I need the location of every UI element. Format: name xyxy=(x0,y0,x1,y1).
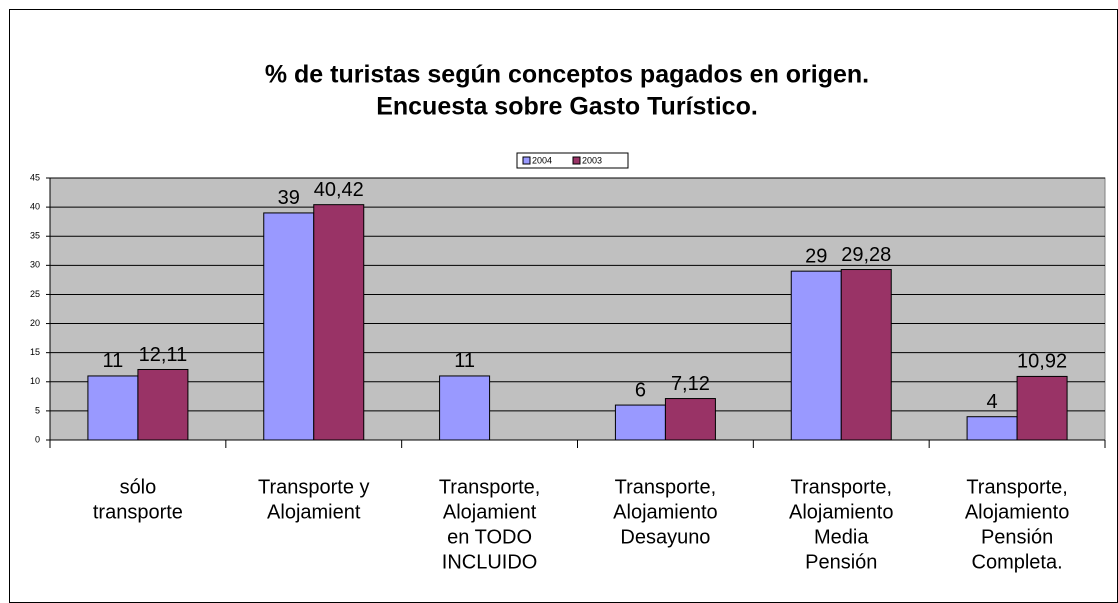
data-label: 39 xyxy=(278,187,300,209)
y-tick-label: 25 xyxy=(30,289,40,299)
x-tick-label: Alojamient xyxy=(443,501,537,523)
x-tick-label: Media xyxy=(814,526,869,548)
x-tick-label: Desayuno xyxy=(620,526,710,548)
y-tick-label: 0 xyxy=(35,434,40,444)
data-label: 29,28 xyxy=(841,244,891,266)
y-tick-label: 15 xyxy=(30,347,40,357)
data-label: 29 xyxy=(805,245,827,267)
x-tick-label: Pensión xyxy=(805,551,877,573)
legend-label: 2003 xyxy=(582,155,602,165)
y-tick-label: 35 xyxy=(30,231,40,241)
y-tick-label: 10 xyxy=(30,376,40,386)
bar xyxy=(313,204,365,441)
data-label: 40,42 xyxy=(314,179,364,201)
bar xyxy=(87,375,139,441)
data-label: 7,12 xyxy=(671,373,710,395)
x-tick-label: Alojamiento xyxy=(789,501,894,523)
x-tick-label: transporte xyxy=(93,501,183,523)
x-tick-label: en TODO xyxy=(447,526,532,548)
legend-label: 2004 xyxy=(532,155,552,165)
x-tick-label: Transporte, xyxy=(966,476,1068,498)
bar xyxy=(614,404,666,441)
bar xyxy=(439,375,491,441)
chart-title: Encuesta sobre Gasto Turístico. xyxy=(376,93,758,121)
x-tick-label: Transporte, xyxy=(615,476,717,498)
x-tick-label: Pensión xyxy=(981,526,1053,548)
x-tick-label: INCLUIDO xyxy=(442,551,538,573)
legend-swatch xyxy=(522,156,531,165)
data-label: 10,92 xyxy=(1017,351,1067,373)
x-tick-label: Alojamient xyxy=(267,501,361,523)
y-tick-label: 45 xyxy=(30,172,40,182)
bar xyxy=(263,212,315,441)
y-tick-label: 30 xyxy=(30,260,40,270)
bar xyxy=(1016,375,1068,441)
chart-title: % de turistas según conceptos pagados en… xyxy=(265,61,869,89)
data-label: 6 xyxy=(635,379,646,401)
bar xyxy=(790,270,842,441)
x-tick-label: Alojamiento xyxy=(613,501,718,523)
data-label: 12,11 xyxy=(139,344,188,366)
x-tick-label: Transporte y xyxy=(258,476,370,498)
y-tick-label: 40 xyxy=(30,201,40,211)
data-label: 4 xyxy=(987,391,998,413)
x-tick-label: Completa. xyxy=(972,551,1063,573)
x-tick-label: Alojamiento xyxy=(965,501,1070,523)
y-tick-label: 5 xyxy=(35,405,40,415)
y-tick-label: 20 xyxy=(30,318,40,328)
x-tick-label: sólo xyxy=(120,476,157,498)
x-tick-label: Transporte, xyxy=(790,476,892,498)
legend-swatch xyxy=(572,156,581,165)
bar xyxy=(840,269,892,441)
plot-area xyxy=(49,177,1106,441)
bar xyxy=(966,416,1018,441)
bar xyxy=(664,398,716,441)
data-label: 11 xyxy=(454,350,475,372)
bar xyxy=(137,368,189,441)
x-tick-label: Transporte, xyxy=(439,476,541,498)
data-label: 11 xyxy=(103,350,124,372)
